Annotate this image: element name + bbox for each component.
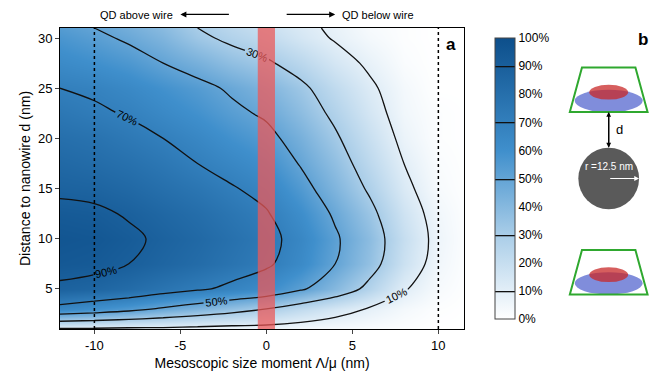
- svg-text:40%: 40%: [518, 200, 542, 214]
- svg-text:10%: 10%: [384, 285, 409, 306]
- svg-text:80%: 80%: [518, 87, 542, 101]
- svg-text:a: a: [446, 35, 456, 54]
- svg-text:0%: 0%: [518, 312, 536, 326]
- svg-text:100%: 100%: [518, 31, 549, 45]
- svg-text:60%: 60%: [518, 144, 542, 158]
- svg-text:10: 10: [38, 231, 52, 246]
- svg-text:90%: 90%: [518, 59, 542, 73]
- svg-text:15: 15: [38, 181, 52, 196]
- svg-text:Mesoscopic size moment Λ/μ (nm: Mesoscopic size moment Λ/μ (nm): [155, 355, 370, 371]
- svg-text:50%: 50%: [205, 294, 228, 308]
- svg-text:QD below wire: QD below wire: [342, 9, 414, 21]
- svg-text:20%: 20%: [518, 256, 542, 270]
- svg-text:Distance to nanowire d (nm): Distance to nanowire d (nm): [17, 91, 33, 266]
- svg-text:10: 10: [431, 338, 445, 353]
- svg-text:70%: 70%: [115, 107, 140, 127]
- svg-text:5: 5: [349, 338, 356, 353]
- svg-text:30: 30: [38, 31, 52, 46]
- svg-text:10%: 10%: [518, 284, 542, 298]
- svg-text:-5: -5: [175, 338, 187, 353]
- svg-text:25: 25: [38, 81, 52, 96]
- svg-text:-10: -10: [85, 338, 104, 353]
- svg-text:QD above wire: QD above wire: [100, 9, 173, 21]
- svg-text:50%: 50%: [518, 172, 542, 186]
- svg-text:20: 20: [38, 131, 52, 146]
- svg-text:d: d: [616, 122, 623, 137]
- svg-text:b: b: [638, 30, 648, 49]
- svg-text:5: 5: [45, 281, 52, 296]
- svg-text:0: 0: [263, 338, 270, 353]
- svg-text:30%: 30%: [518, 228, 542, 242]
- svg-text:30%: 30%: [245, 45, 270, 64]
- svg-text:r =12.5 nm: r =12.5 nm: [585, 161, 633, 172]
- svg-text:70%: 70%: [518, 116, 542, 130]
- svg-text:90%: 90%: [94, 264, 118, 281]
